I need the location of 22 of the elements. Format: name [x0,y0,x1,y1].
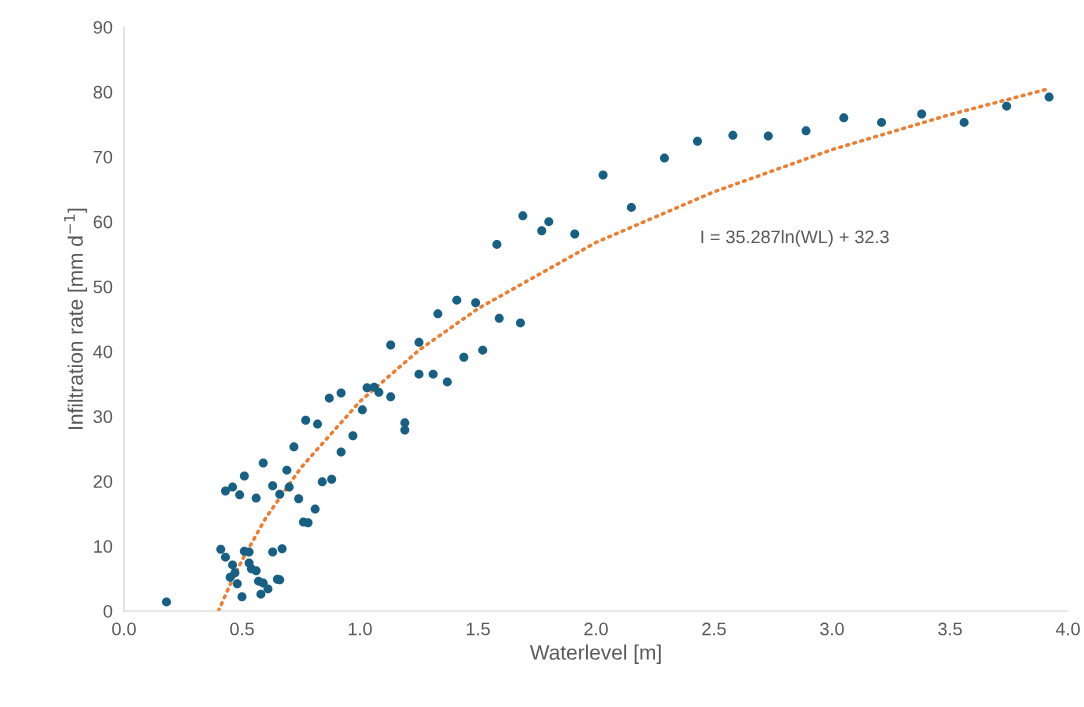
y-tick-label: 60 [93,215,113,229]
x-tick-label: 0.5 [230,622,254,636]
y-tick-label: 40 [93,345,113,359]
y-tick-label: 30 [93,410,113,424]
x-tick-label: 2.0 [584,622,608,636]
x-axis-title: Waterlevel [m] [529,644,661,664]
y-tick-label: 90 [93,20,113,34]
x-tick-label: 3.0 [820,622,844,636]
y-tick-label: 70 [93,150,113,164]
x-tick-label: 1.0 [348,622,372,636]
y-axis-title: Infiltration rate [mm d$^{−1}$] [64,208,88,429]
annotation: I = 35.287ln(WL) + 32.3 [701,230,889,247]
x-tick-label: 4.0 [1055,622,1080,636]
y-tick-label: 10 [94,540,113,553]
x-tick-label: 0.0 [112,622,136,636]
x-tick-label: 2.5 [702,622,726,636]
y-tick-label: 50 [93,280,113,294]
x-tick-label: 3.5 [938,622,962,636]
y-tick-label: 0 [103,604,113,618]
x-tick-label: 1.5 [466,622,490,636]
y-tick-label: 80 [93,85,113,99]
y-tick-label: 20 [93,475,113,488]
